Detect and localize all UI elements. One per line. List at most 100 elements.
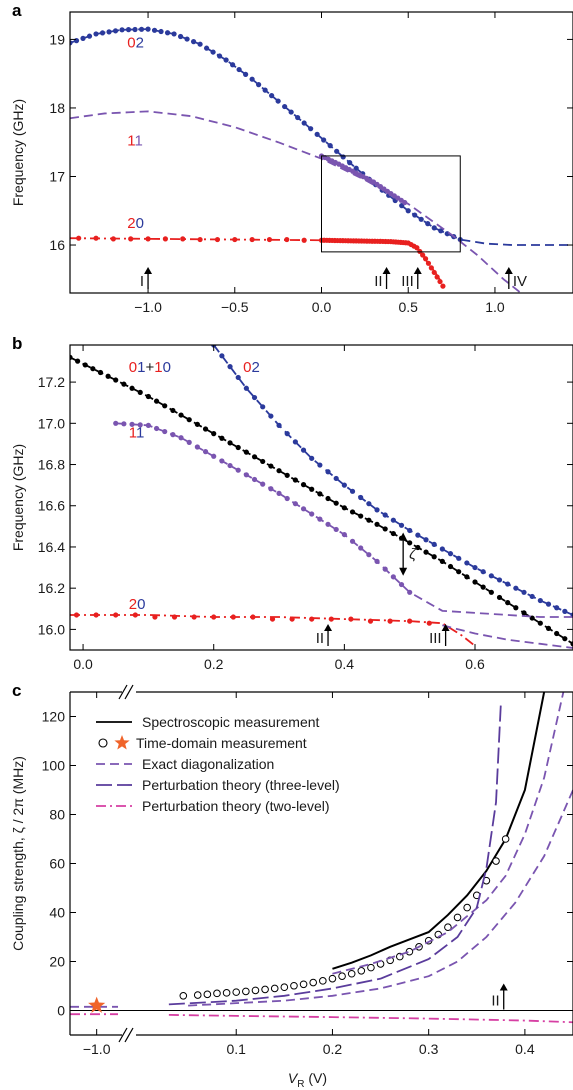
series-20-sparse-dots-point — [367, 618, 374, 624]
state-label-part: 2 — [129, 596, 137, 613]
series-02-dots-line-point — [562, 608, 568, 614]
state-label: 20 — [127, 215, 144, 232]
series-20-sparse-dots-point — [407, 618, 413, 624]
series-20-sparse-dots-point — [162, 236, 168, 242]
series-02-dots-line-point — [488, 573, 494, 579]
y-tick-label: 100 — [42, 758, 66, 774]
state-label: 02 — [127, 35, 144, 52]
series-time-domain-measurement-point — [251, 986, 260, 995]
series-02-dots-point — [197, 41, 203, 47]
series-time-domain-measurement-point — [213, 989, 221, 998]
series-11-dots-point — [398, 581, 405, 588]
series-20-sparse-dots-point — [152, 614, 158, 620]
series-01-10-dots-line-point — [243, 449, 249, 455]
series-01-10-dots-line-point — [178, 412, 184, 418]
marker-label: II — [316, 630, 324, 647]
series-02-dots-line-point — [366, 501, 372, 507]
series-01-10-dots-line-point — [202, 426, 209, 432]
series-01-10-dots-line-point — [374, 521, 380, 527]
series-time-domain-measurement-point — [261, 985, 269, 994]
series-02-dots-line-point — [284, 431, 290, 437]
y-tick-label: 16.2 — [38, 580, 65, 596]
series-20-sparse-dots-point — [266, 236, 273, 243]
series-02-dots-point — [262, 87, 268, 93]
series-02-dots-point — [119, 27, 125, 33]
axis-break-mark — [124, 1027, 134, 1043]
y-tick-label: 16 — [49, 237, 65, 253]
y-tick-label: 19 — [49, 31, 65, 47]
series-11-dots-point — [137, 422, 143, 428]
series-time-domain-measurement-point — [222, 989, 231, 997]
series-01-10-dots-line-point — [82, 362, 88, 368]
series-02-dots-line-point — [341, 482, 347, 488]
series-20-dots-point — [414, 245, 420, 251]
series-20-sparse-dots-point — [249, 236, 255, 243]
series-02-dots-point — [70, 40, 73, 46]
axes-frame — [69, 344, 573, 651]
series-02-dots-point — [314, 131, 320, 137]
series-time-domain-measurement-point — [299, 980, 308, 989]
series-time-domain-measurement-point — [501, 835, 510, 843]
series-02-dots-point — [334, 148, 340, 154]
marker-arrow-head — [504, 267, 513, 274]
state-label-part: 0 — [127, 35, 135, 52]
series-01-10-dots-line-point — [145, 393, 151, 400]
series-spectroscopic-measurement-line — [332, 692, 546, 970]
legend-label: Time-domain measurement — [136, 735, 307, 751]
series-20-sparse-dots-point — [76, 235, 82, 241]
series-time-domain-measurement-point — [453, 913, 462, 922]
series-time-domain-measurement-point — [444, 923, 452, 932]
series-02-dots-line-point — [243, 385, 249, 391]
plot-area — [168, 692, 573, 1024]
series-time-domain-measurement-point — [367, 963, 375, 972]
x-tick-label: 1.0 — [485, 299, 505, 315]
y-tick-label: 16.0 — [38, 621, 65, 637]
series-01-10-dots-line-point — [75, 358, 81, 364]
series-time-domain-measurement-point — [492, 857, 500, 865]
series-20-dots-point — [422, 256, 429, 262]
state-label-part: 2 — [136, 35, 144, 52]
series-20-sparse-dots-point — [230, 614, 236, 620]
marker-label: IV — [513, 273, 527, 290]
series-01-10-dots-line-point — [186, 417, 192, 423]
series-01-10-dots-line-point — [121, 381, 127, 387]
y-tick-label: 60 — [49, 856, 65, 872]
series-02-dots-point — [99, 30, 106, 36]
series-20-sparse-dots-point — [132, 612, 138, 618]
legend-label: Spectroscopic measurement — [142, 714, 320, 730]
y-tick-label: 80 — [49, 807, 65, 823]
series-02-dots-line-point — [358, 494, 364, 501]
y-axis-label: Coupling strength, ζ / 2π (MHz) — [10, 756, 26, 951]
series-02-dots-point — [80, 35, 86, 41]
series-02-dots-point — [112, 28, 119, 34]
series-02-dots-point — [158, 28, 164, 35]
series-02-dots-line-point — [251, 394, 258, 401]
x-tick-label: −1.0 — [134, 299, 162, 315]
series-02-dots-point — [438, 228, 444, 234]
x-axis-label-sub: R — [297, 1079, 304, 1090]
series-20-sparse-dots-point — [301, 237, 307, 243]
series-20-dots-point — [425, 260, 432, 266]
series-01-10-dots-line-point — [407, 540, 413, 546]
series-01-10-dots-line-point — [439, 558, 445, 564]
series-02-dots-line-point — [309, 455, 315, 461]
series-perturbation-theory-two-level--line — [168, 1014, 573, 1024]
series-02-dots-line-point — [349, 488, 356, 494]
series-02-dots-point — [106, 29, 112, 35]
series-01-10-dots-line-point — [390, 530, 396, 537]
series-20-sparse-dots-point — [73, 612, 80, 618]
series-20-sparse-dots-point — [426, 620, 432, 626]
y-tick-label: 16.8 — [38, 457, 65, 473]
series-02-dots-point — [73, 38, 80, 44]
series-01-10-dots-line-point — [113, 377, 119, 383]
series-02-dots-line-point — [219, 353, 225, 359]
series-02-dots-point — [425, 221, 431, 227]
series-20-sparse-dots-point — [93, 235, 99, 241]
series-01-10-dots-line-point — [137, 389, 143, 395]
series-11-dashed-line — [115, 422, 573, 618]
series-exact-diagonalization-upper--line — [332, 692, 565, 975]
x-axis-label-var: V — [288, 1070, 299, 1086]
x-tick-label: 0.2 — [204, 656, 224, 672]
